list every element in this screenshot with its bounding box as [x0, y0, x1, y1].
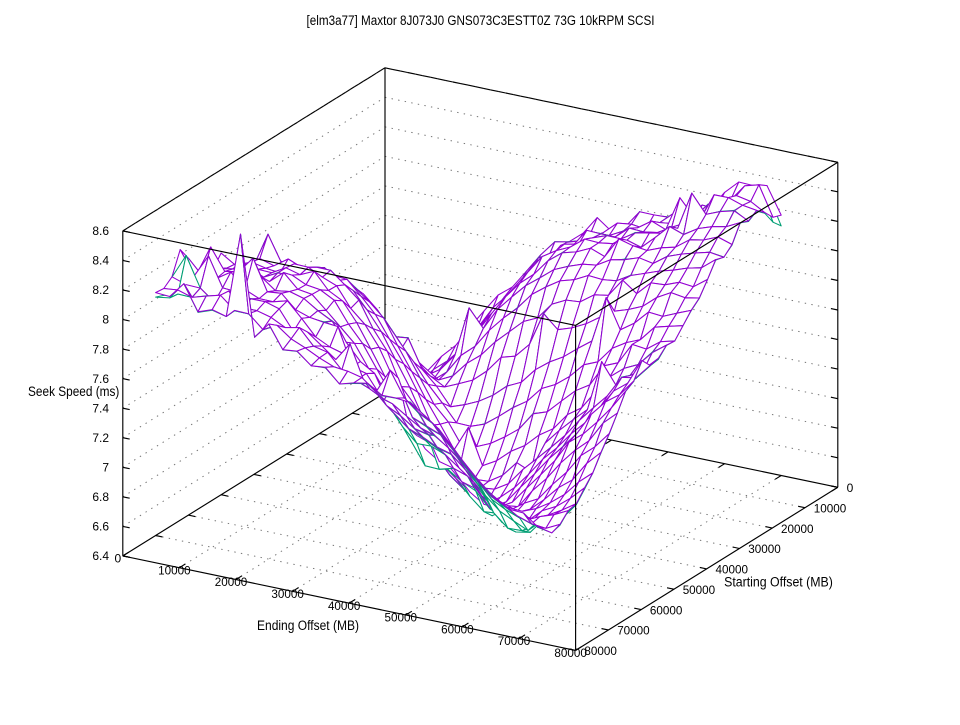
svg-text:6.6: 6.6: [92, 520, 109, 534]
svg-text:8: 8: [102, 313, 109, 327]
svg-text:Ending Offset (MB): Ending Offset (MB): [257, 618, 359, 633]
svg-text:30000: 30000: [271, 587, 304, 601]
svg-text:7: 7: [102, 461, 109, 475]
svg-text:10000: 10000: [158, 563, 191, 577]
svg-text:30000: 30000: [748, 542, 781, 556]
svg-text:0: 0: [114, 552, 121, 566]
svg-text:40000: 40000: [716, 563, 749, 577]
svg-text:50000: 50000: [385, 611, 418, 625]
svg-text:Seek Speed (ms): Seek Speed (ms): [28, 384, 119, 399]
svg-text:10000: 10000: [814, 501, 847, 515]
svg-text:7.2: 7.2: [92, 431, 109, 445]
svg-text:Starting Offset (MB): Starting Offset (MB): [724, 575, 833, 590]
svg-text:8.6: 8.6: [92, 224, 109, 238]
svg-text:7.4: 7.4: [92, 401, 109, 415]
svg-text:6.8: 6.8: [92, 490, 109, 504]
svg-text:60000: 60000: [650, 603, 683, 617]
svg-text:[elm3a77] Maxtor 8J073J0 GNS07: [elm3a77] Maxtor 8J073J0 GNS073C3ESTT0Z …: [307, 13, 655, 28]
svg-text:8.2: 8.2: [92, 283, 109, 297]
svg-text:7.8: 7.8: [92, 342, 109, 356]
svg-text:20000: 20000: [215, 575, 248, 589]
svg-text:60000: 60000: [441, 622, 474, 636]
svg-text:8.4: 8.4: [92, 254, 109, 268]
svg-text:80000: 80000: [554, 646, 587, 660]
svg-text:0: 0: [847, 481, 854, 495]
svg-text:70000: 70000: [617, 624, 650, 638]
svg-text:50000: 50000: [683, 583, 716, 597]
svg-text:20000: 20000: [781, 522, 814, 536]
svg-text:6.4: 6.4: [92, 549, 109, 563]
svg-text:70000: 70000: [498, 634, 531, 648]
svg-text:80000: 80000: [584, 644, 617, 658]
svg-text:40000: 40000: [328, 599, 361, 613]
svg-text:7.6: 7.6: [92, 372, 109, 386]
